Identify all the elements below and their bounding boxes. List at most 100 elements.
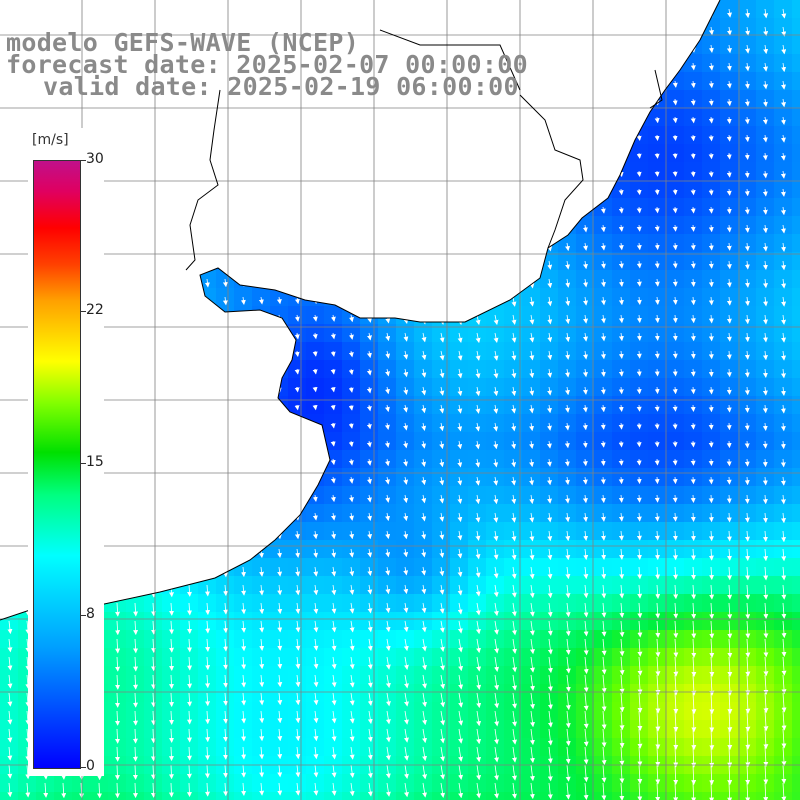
wind-arrow: [672, 476, 678, 485]
legend-unit: [m/s]: [32, 132, 69, 148]
wind-cell: [792, 54, 800, 73]
wind-cell: [360, 792, 379, 800]
wind-arrow: [672, 458, 678, 466]
wind-cell: [396, 792, 415, 800]
wind-cell: [792, 306, 800, 325]
legend-tick-label: 22: [86, 302, 104, 318]
wind-cell: [270, 792, 289, 800]
valid-date: valid date: 2025-02-19 06:00:00: [43, 72, 519, 101]
wind-arrow: [726, 422, 732, 431]
wind-arrow: [690, 476, 696, 485]
wind-cell: [468, 792, 487, 800]
wind-cell: [792, 594, 800, 613]
wind-arrow: [654, 440, 660, 448]
wind-cell: [0, 792, 19, 800]
wind-cell: [306, 792, 325, 800]
wind-cell: [792, 738, 800, 757]
wind-cell: [378, 792, 397, 800]
wind-cell: [792, 288, 800, 307]
wind-cell: [792, 270, 800, 289]
wind-cell: [792, 18, 800, 37]
wind-arrow: [654, 458, 660, 466]
wind-arrow: [672, 422, 678, 430]
wind-arrow: [636, 458, 642, 466]
wind-arrow: [690, 422, 696, 430]
wind-cell: [18, 792, 37, 800]
wind-cell: [792, 198, 800, 217]
wind-cell: [792, 576, 800, 595]
wind-cell: [522, 792, 541, 800]
wind-arrow: [708, 422, 714, 430]
wind-arrow: [708, 458, 714, 466]
wind-arrow: [726, 458, 732, 467]
wind-cell: [792, 162, 800, 181]
wind-arrow: [690, 458, 696, 466]
wind-cell: [792, 378, 800, 397]
wind-arrow: [726, 440, 732, 449]
wind-cell: [792, 504, 800, 523]
wind-cell: [792, 792, 800, 800]
wind-cell: [792, 540, 800, 559]
wind-cell: [792, 648, 800, 667]
wind-cell: [792, 612, 800, 631]
wind-cell: [792, 234, 800, 253]
wind-cell: [792, 666, 800, 685]
wind-cell: [792, 216, 800, 235]
wind-cell: [792, 684, 800, 703]
wind-cell: [792, 432, 800, 451]
wind-arrow: [690, 440, 696, 448]
wind-cell: [540, 792, 559, 800]
wind-cell: [792, 360, 800, 379]
wind-arrow: [672, 494, 678, 503]
wind-arrow: [690, 404, 696, 412]
wind-cell: [792, 324, 800, 343]
wind-cell: [792, 36, 800, 55]
wind-arrow: [708, 404, 714, 413]
wind-cell: [288, 792, 307, 800]
wind-cell: [324, 792, 343, 800]
legend-tick-label: 0: [86, 758, 95, 774]
wind-cell: [792, 450, 800, 469]
wind-cell: [216, 792, 235, 800]
wind-cell: [792, 180, 800, 199]
wind-cell: [558, 792, 577, 800]
wind-cell: [792, 252, 800, 271]
wind-cell: [432, 792, 451, 800]
wind-arrow: [636, 440, 642, 448]
colorbar: [33, 160, 81, 769]
wind-cell: [450, 792, 469, 800]
wind-cell: [792, 468, 800, 487]
wind-arrow: [708, 494, 714, 504]
wind-cell: [792, 414, 800, 433]
wind-cell: [792, 126, 800, 145]
legend-tick-label: 8: [86, 606, 95, 622]
wind-cell: [252, 792, 271, 800]
wind-cell: [792, 558, 800, 577]
wind-cell: [792, 630, 800, 649]
wind-cell: [792, 72, 800, 91]
wind-cell: [792, 774, 800, 793]
wind-cell: [612, 792, 631, 800]
wind-cell: [792, 144, 800, 163]
wind-arrow: [654, 476, 660, 485]
wind-cell: [594, 792, 613, 800]
wind-arrow: [654, 422, 660, 430]
wind-cell: [342, 792, 361, 800]
wind-cell: [792, 90, 800, 109]
legend-tick-label: 15: [86, 454, 104, 470]
legend-tick-label: 30: [86, 151, 104, 167]
wind-cell: [414, 792, 433, 800]
wind-cell: [576, 792, 595, 800]
wind-arrow: [708, 440, 714, 448]
wind-cell: [792, 342, 800, 361]
wind-cell: [792, 702, 800, 721]
wind-arrow: [672, 440, 678, 448]
wind-cell: [792, 396, 800, 415]
wind-cell: [234, 792, 253, 800]
wind-cell: [36, 792, 55, 800]
wind-cell: [792, 720, 800, 739]
wind-cell: [486, 792, 505, 800]
wind-arrow: [726, 476, 732, 485]
wind-arrow: [672, 404, 678, 412]
